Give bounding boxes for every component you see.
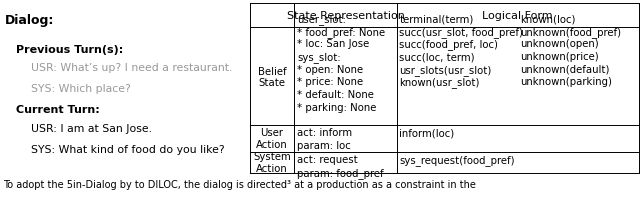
- Text: known(usr_slot): known(usr_slot): [399, 77, 480, 88]
- Text: unknown(default): unknown(default): [520, 64, 609, 74]
- Text: sys_request(food_pref): sys_request(food_pref): [399, 154, 515, 165]
- Text: State Representation: State Representation: [287, 11, 404, 21]
- Text: Previous Turn(s):: Previous Turn(s):: [16, 45, 124, 55]
- Text: USR: I am at San Jose.: USR: I am at San Jose.: [31, 123, 152, 133]
- Text: SYS: Which place?: SYS: Which place?: [31, 84, 131, 94]
- Text: * food_pref: None: * food_pref: None: [297, 27, 385, 37]
- Text: unknown(price): unknown(price): [520, 52, 598, 62]
- Text: param: food_pref: param: food_pref: [297, 167, 383, 178]
- Text: User
Action: User Action: [256, 128, 288, 149]
- Text: Dialog:: Dialog:: [5, 14, 54, 27]
- Text: known(loc): known(loc): [520, 14, 575, 24]
- Text: unknown(parking): unknown(parking): [520, 77, 612, 87]
- Text: * default: None: * default: None: [297, 90, 374, 100]
- Text: act: request: act: request: [297, 154, 358, 164]
- Text: unknown(open): unknown(open): [520, 39, 598, 49]
- Text: succ(food_pref, loc): succ(food_pref, loc): [399, 39, 499, 50]
- Text: usr_slots(usr_slot): usr_slots(usr_slot): [399, 64, 492, 75]
- Text: sys_slot:: sys_slot:: [297, 52, 340, 63]
- Text: user_slot:: user_slot:: [297, 14, 346, 25]
- Text: * open: None: * open: None: [297, 64, 363, 74]
- Text: succ(loc, term): succ(loc, term): [399, 52, 475, 62]
- Text: terminal(term): terminal(term): [399, 14, 474, 24]
- Text: * price: None: * price: None: [297, 77, 363, 87]
- Text: unknown(food_pref): unknown(food_pref): [520, 27, 621, 37]
- Text: To adopt the 5in-Dialog by to DILOC, the dialog is directed³ at a production as : To adopt the 5in-Dialog by to DILOC, the…: [3, 179, 476, 189]
- Text: act: inform: act: inform: [297, 128, 352, 138]
- Text: * loc: San Jose: * loc: San Jose: [297, 39, 369, 49]
- Text: Current Turn:: Current Turn:: [16, 104, 100, 114]
- Text: USR: What’s up? I need a restaurant.: USR: What’s up? I need a restaurant.: [31, 63, 232, 73]
- Text: Belief
State: Belief State: [258, 66, 286, 88]
- Text: succ(usr_slot, food_pref): succ(usr_slot, food_pref): [399, 27, 524, 37]
- Text: SYS: What kind of food do you like?: SYS: What kind of food do you like?: [31, 144, 225, 154]
- Text: inform(loc): inform(loc): [399, 128, 454, 138]
- Text: System
Action: System Action: [253, 152, 291, 173]
- Text: Logical Form: Logical Form: [483, 11, 553, 21]
- Text: param: loc: param: loc: [297, 141, 351, 151]
- Text: * parking: None: * parking: None: [297, 102, 376, 112]
